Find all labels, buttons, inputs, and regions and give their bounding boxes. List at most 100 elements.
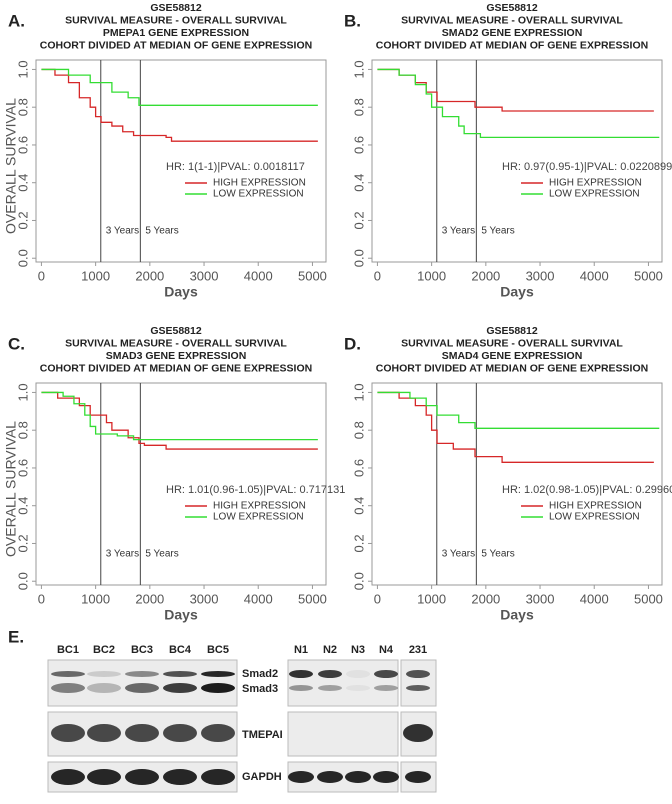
blot-box (47, 659, 238, 707)
blot-band (374, 685, 398, 691)
x-tick-label: 2000 (471, 591, 500, 606)
hr-annotation: HR: 1.01(0.96-1.05)|PVAL: 0.717131 (166, 484, 345, 496)
x-tick-label: 3000 (526, 268, 555, 283)
legend-label: LOW EXPRESSION (213, 189, 304, 200)
blot-panel: E. BC1 BC2 BC3 BC4 BC5 N1 N2 N3 N4 231 Smad2 Smad3 TM… (8, 627, 437, 793)
x-axis-label: Days (164, 607, 198, 623)
lane-label: BC1 (57, 644, 79, 656)
blot-band (318, 670, 342, 678)
blot-band (87, 724, 121, 742)
blot-box (287, 659, 399, 707)
lane-label: BC4 (169, 644, 192, 656)
x-tick-label: 4000 (580, 268, 609, 283)
x-tick-label: 2000 (135, 268, 164, 283)
survival-curve (377, 391, 654, 463)
blot-band (51, 683, 85, 693)
x-tick-label: 5000 (298, 591, 327, 606)
lane-label: N3 (351, 644, 365, 656)
blot-band (201, 769, 235, 785)
chart-title: SMAD3 GENE EXPRESSION (106, 350, 247, 362)
blot-band (346, 685, 370, 691)
lane-label: 231 (409, 644, 427, 656)
blot-band (125, 724, 159, 742)
blot-box (287, 711, 399, 757)
y-tick-label: 0.4 (15, 174, 30, 192)
blot-band (318, 685, 342, 691)
plot-frame (35, 382, 327, 586)
blot-band (125, 671, 159, 677)
lane-label: N4 (379, 644, 394, 656)
chart-title: COHORT DIVIDED AT MEDIAN OF GENE EXPRESS… (376, 362, 648, 374)
blot-band (51, 671, 85, 677)
panel-label: C. (8, 334, 25, 353)
y-tick-label: 0.2 (15, 211, 30, 229)
chart-title: COHORT DIVIDED AT MEDIAN OF GENE EXPRESS… (40, 39, 312, 51)
y-tick-label: 1.0 (351, 383, 366, 401)
lane-label: N1 (294, 644, 308, 656)
x-tick-label: 0 (374, 591, 381, 606)
lane-label: BC3 (131, 644, 153, 656)
x-tick-label: 3000 (526, 591, 555, 606)
blot-band (163, 671, 197, 677)
y-tick-label: 1.0 (15, 60, 30, 78)
chart-title: COHORT DIVIDED AT MEDIAN OF GENE EXPRESS… (376, 39, 648, 51)
x-tick-label: 5000 (634, 268, 663, 283)
chart-title: SMAD4 GENE EXPRESSION (442, 350, 583, 362)
year-label: 5 Years (481, 226, 514, 237)
x-tick-label: 1000 (81, 591, 110, 606)
y-tick-label: 1.0 (351, 60, 366, 78)
plot-frame (371, 382, 663, 586)
blot-band (125, 683, 159, 693)
blot-band (406, 685, 430, 691)
chart-title: SURVIVAL MEASURE - OVERALL SURVIVAL (401, 14, 623, 26)
row-label: GAPDH (242, 771, 282, 783)
blot-band (201, 724, 235, 742)
panel-label: A. (8, 11, 25, 30)
survival-curve (377, 391, 660, 429)
chart-title: SURVIVAL MEASURE - OVERALL SURVIVAL (401, 337, 623, 349)
y-axis-label: OVERALL SURVIVAL (3, 98, 19, 234)
chart-title: GSE58812 (150, 325, 202, 337)
y-tick-label: 0.8 (351, 98, 366, 116)
survival-curve (377, 68, 654, 112)
x-axis-label: Days (500, 284, 534, 300)
legend-label: LOW EXPRESSION (549, 512, 640, 523)
year-label: 3 Years (106, 226, 139, 237)
y-tick-label: 0.2 (351, 534, 366, 552)
y-tick-label: 0.4 (351, 497, 366, 515)
panel-label: B. (344, 11, 361, 30)
survival-curve (377, 68, 660, 139)
hr-annotation: HR: 1(1-1)|PVAL: 0.0018117 (166, 161, 305, 173)
x-tick-label: 4000 (244, 268, 273, 283)
row-label: Smad2 (242, 668, 278, 680)
blot-band (163, 769, 197, 785)
y-tick-label: 0.0 (351, 572, 366, 590)
row-label: TMEPAI (242, 729, 283, 741)
legend-label: HIGH EXPRESSION (549, 178, 642, 189)
x-tick-label: 5000 (298, 268, 327, 283)
lane-label: BC5 (207, 644, 229, 656)
y-tick-label: 0.6 (15, 459, 30, 477)
legend-label: HIGH EXPRESSION (549, 501, 642, 512)
x-tick-label: 1000 (417, 268, 446, 283)
legend-label: HIGH EXPRESSION (213, 501, 306, 512)
hr-annotation: HR: 0.97(0.95-1)|PVAL: 0.0220899 (502, 161, 672, 173)
y-tick-label: 1.0 (15, 383, 30, 401)
blot-band (345, 771, 371, 783)
year-label: 3 Years (106, 549, 139, 560)
x-tick-label: 2000 (135, 591, 164, 606)
chart-title: SMAD2 GENE EXPRESSION (442, 27, 583, 39)
blot-band (405, 771, 431, 783)
year-label: 3 Years (442, 226, 475, 237)
blot-band (87, 769, 121, 785)
blot-band (406, 670, 430, 678)
blot-band (163, 724, 197, 742)
x-tick-label: 3000 (190, 591, 219, 606)
blot-band (288, 771, 314, 783)
chart-title: SURVIVAL MEASURE - OVERALL SURVIVAL (65, 337, 287, 349)
x-tick-label: 1000 (81, 268, 110, 283)
